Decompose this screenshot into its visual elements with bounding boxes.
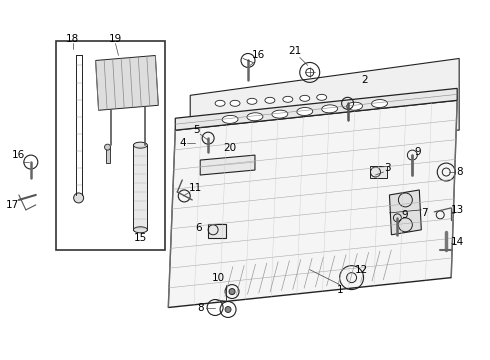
Bar	[369, 166, 388, 178]
Text: 17: 17	[6, 200, 20, 210]
Text: 20: 20	[223, 143, 237, 153]
Text: 7: 7	[421, 208, 428, 218]
Bar	[105, 147, 110, 163]
Text: 11: 11	[189, 183, 202, 193]
Ellipse shape	[283, 96, 293, 102]
Ellipse shape	[247, 113, 263, 121]
Polygon shape	[200, 155, 255, 175]
Text: 9: 9	[414, 147, 420, 157]
Circle shape	[74, 193, 84, 203]
Text: 1: 1	[336, 284, 343, 294]
Ellipse shape	[247, 98, 257, 104]
Text: 13: 13	[450, 205, 464, 215]
Ellipse shape	[133, 227, 147, 233]
Ellipse shape	[215, 100, 225, 106]
Polygon shape	[96, 55, 158, 110]
Text: 6: 6	[195, 223, 201, 233]
Text: 4: 4	[180, 138, 187, 148]
Ellipse shape	[297, 108, 313, 116]
Text: 14: 14	[450, 237, 464, 247]
Circle shape	[104, 144, 111, 150]
Text: 8: 8	[456, 167, 463, 177]
Polygon shape	[390, 190, 421, 235]
Ellipse shape	[222, 116, 238, 123]
Text: 16: 16	[12, 150, 25, 160]
Ellipse shape	[300, 95, 310, 101]
Ellipse shape	[322, 105, 338, 113]
Polygon shape	[175, 88, 457, 130]
Ellipse shape	[230, 100, 240, 106]
Text: 12: 12	[355, 265, 368, 275]
Text: 15: 15	[134, 233, 147, 243]
Text: 16: 16	[251, 50, 265, 60]
Bar	[133, 145, 147, 230]
Text: 2: 2	[361, 75, 368, 85]
Text: 10: 10	[212, 273, 225, 283]
Ellipse shape	[265, 97, 275, 103]
Text: 3: 3	[384, 163, 391, 173]
Bar	[208, 224, 226, 238]
Ellipse shape	[346, 102, 363, 110]
Bar	[56, 41, 165, 250]
Ellipse shape	[317, 94, 327, 100]
Circle shape	[225, 306, 231, 312]
Text: 8: 8	[197, 302, 203, 312]
Text: 19: 19	[109, 33, 122, 44]
Circle shape	[229, 289, 235, 294]
Polygon shape	[190, 58, 459, 130]
Ellipse shape	[133, 142, 147, 148]
Text: 5: 5	[193, 125, 199, 135]
Ellipse shape	[272, 110, 288, 118]
Ellipse shape	[371, 100, 388, 108]
Text: 18: 18	[66, 33, 79, 44]
Polygon shape	[168, 100, 457, 307]
Text: 9: 9	[401, 210, 408, 220]
Text: 21: 21	[288, 45, 301, 55]
